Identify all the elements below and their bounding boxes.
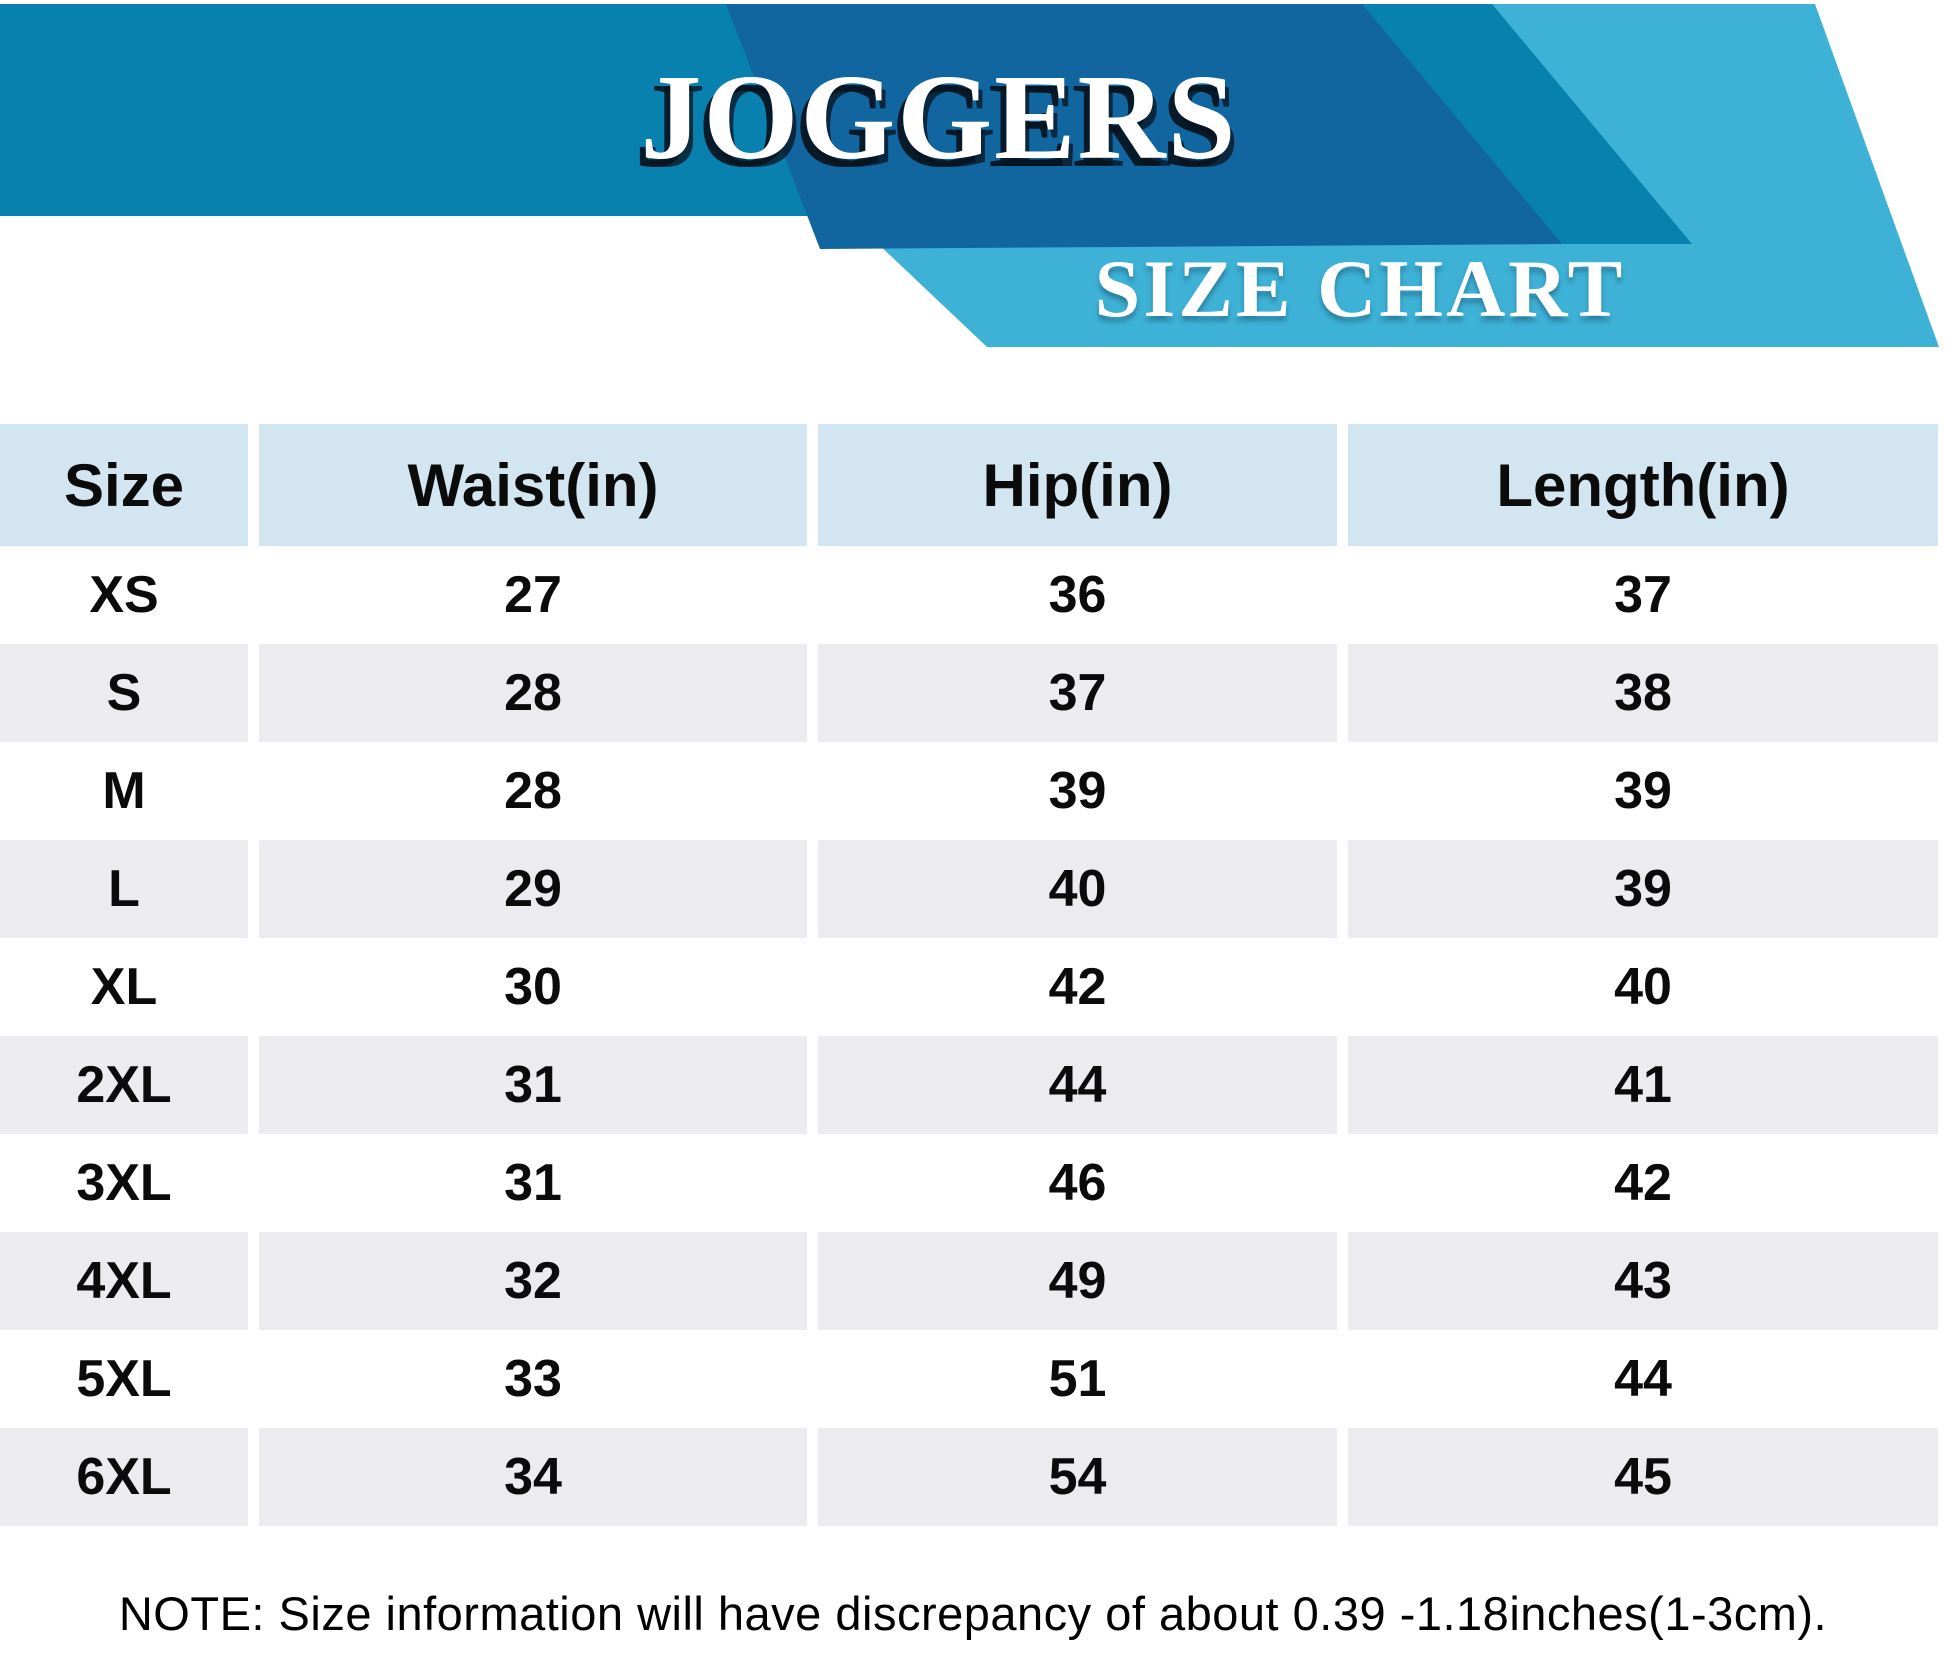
hip-cell: 54 xyxy=(818,1428,1337,1526)
hip-cell: 44 xyxy=(818,1036,1337,1134)
waist-cell: 29 xyxy=(259,840,807,938)
table-row: 6XL 34 54 45 xyxy=(0,1428,1938,1526)
column-header-size: Size xyxy=(0,424,248,546)
waist-cell: 28 xyxy=(259,644,807,742)
size-cell: 6XL xyxy=(0,1428,248,1526)
length-cell: 45 xyxy=(1348,1428,1938,1526)
size-cell: 3XL xyxy=(0,1134,248,1232)
waist-cell: 28 xyxy=(259,742,807,840)
column-header-waist: Waist(in) xyxy=(259,424,807,546)
waist-cell: 31 xyxy=(259,1036,807,1134)
hip-cell: 46 xyxy=(818,1134,1337,1232)
table-header-row: Size Waist(in) Hip(in) Length(in) xyxy=(0,424,1938,546)
size-cell: XL xyxy=(0,938,248,1036)
waist-cell: 30 xyxy=(259,938,807,1036)
size-cell: 2XL xyxy=(0,1036,248,1134)
hip-cell: 49 xyxy=(818,1232,1337,1330)
length-cell: 42 xyxy=(1348,1134,1938,1232)
table-row: L 29 40 39 xyxy=(0,840,1938,938)
length-cell: 39 xyxy=(1348,742,1938,840)
hip-cell: 37 xyxy=(818,644,1337,742)
table-row: 4XL 32 49 43 xyxy=(0,1232,1938,1330)
header-banner: JOGGERS SIZE CHART xyxy=(0,4,1946,356)
length-cell: 38 xyxy=(1348,644,1938,742)
size-cell: XS xyxy=(0,546,248,644)
length-cell: 41 xyxy=(1348,1036,1938,1134)
table-row: 2XL 31 44 41 xyxy=(0,1036,1938,1134)
table-row: M 28 39 39 xyxy=(0,742,1938,840)
table-row: S 28 37 38 xyxy=(0,644,1938,742)
page-title: JOGGERS xyxy=(640,50,1238,185)
table-row: XS 27 36 37 xyxy=(0,546,1938,644)
length-cell: 43 xyxy=(1348,1232,1938,1330)
size-cell: L xyxy=(0,840,248,938)
hip-cell: 51 xyxy=(818,1330,1337,1428)
size-cell: 4XL xyxy=(0,1232,248,1330)
length-cell: 40 xyxy=(1348,938,1938,1036)
hip-cell: 36 xyxy=(818,546,1337,644)
column-header-hip: Hip(in) xyxy=(818,424,1337,546)
table-row: XL 30 42 40 xyxy=(0,938,1938,1036)
hip-cell: 42 xyxy=(818,938,1337,1036)
column-header-length: Length(in) xyxy=(1348,424,1938,546)
waist-cell: 27 xyxy=(259,546,807,644)
waist-cell: 34 xyxy=(259,1428,807,1526)
length-cell: 44 xyxy=(1348,1330,1938,1428)
length-cell: 37 xyxy=(1348,546,1938,644)
hip-cell: 39 xyxy=(818,742,1337,840)
table-row: 3XL 31 46 42 xyxy=(0,1134,1938,1232)
size-note: NOTE: Size information will have discrep… xyxy=(118,1587,1828,1640)
hip-cell: 40 xyxy=(818,840,1337,938)
length-cell: 39 xyxy=(1348,840,1938,938)
size-cell: M xyxy=(0,742,248,840)
page-subtitle: SIZE CHART xyxy=(1094,243,1626,334)
size-cell: S xyxy=(0,644,248,742)
table-row: 5XL 33 51 44 xyxy=(0,1330,1938,1428)
waist-cell: 32 xyxy=(259,1232,807,1330)
size-cell: 5XL xyxy=(0,1330,248,1428)
size-chart-table: Size Waist(in) Hip(in) Length(in) XS 27 … xyxy=(0,424,1938,1526)
waist-cell: 33 xyxy=(259,1330,807,1428)
waist-cell: 31 xyxy=(259,1134,807,1232)
